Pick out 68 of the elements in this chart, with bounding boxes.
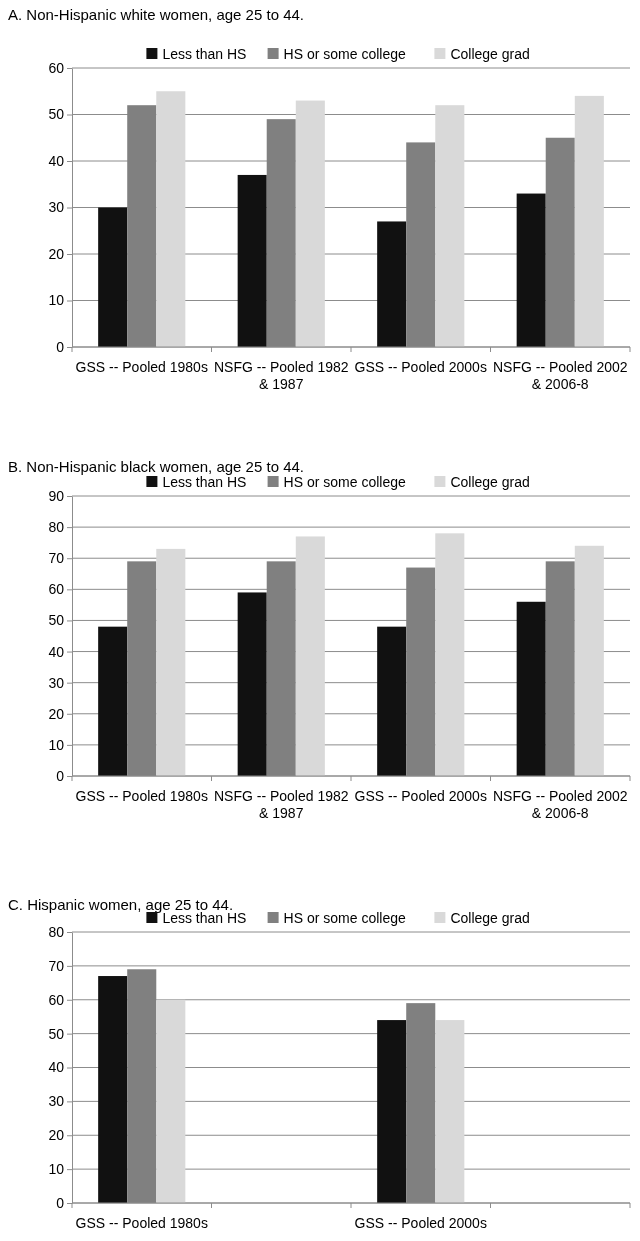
y-tick-label: 20	[48, 245, 65, 262]
x-tick-label: GSS -- Pooled 1980s	[75, 1215, 208, 1231]
y-tick-label: 20	[48, 1127, 65, 1144]
legend-label: Less than HS	[162, 46, 247, 62]
x-tick-label: NSFG -- Pooled 1982 & 1987	[213, 359, 349, 392]
bar	[377, 626, 407, 776]
legend-label: College grad	[450, 46, 530, 62]
y-tick-label: 10	[48, 1161, 65, 1178]
bar	[574, 95, 604, 347]
bar	[435, 533, 465, 776]
bar	[574, 545, 604, 776]
y-tick-label: 30	[48, 199, 65, 216]
bar	[156, 91, 186, 347]
y-tick-label: 0	[56, 767, 65, 784]
y-tick-label: 60	[48, 581, 65, 598]
bar	[237, 592, 267, 776]
y-tick-label: 80	[48, 519, 65, 536]
x-tick-label: GSS -- Pooled 2000s	[354, 1215, 487, 1231]
bar	[295, 100, 325, 347]
bar	[98, 207, 128, 347]
y-tick-label: 30	[48, 674, 65, 691]
y-tick-label: 40	[48, 1059, 65, 1076]
y-tick-label: 40	[48, 643, 65, 660]
y-tick-label: 60	[48, 59, 65, 76]
chart-title: C. Hispanic women, age 25 to 44.	[8, 896, 234, 913]
x-tick-label: GSS -- Pooled 1980s	[75, 788, 208, 804]
y-tick-label: 70	[48, 550, 65, 567]
bar	[156, 999, 186, 1203]
bar	[295, 536, 325, 776]
y-tick-label: 50	[48, 612, 65, 629]
legend-label: HS or some college	[283, 474, 406, 490]
x-tick-label: GSS -- Pooled 1980s	[75, 359, 208, 375]
bar	[377, 1020, 407, 1203]
y-tick-label: 30	[48, 1093, 65, 1110]
bar	[435, 1020, 465, 1203]
y-tick-label: 60	[48, 991, 65, 1008]
bar	[377, 221, 407, 347]
bar	[435, 105, 465, 347]
bar	[516, 193, 546, 347]
legend-label: HS or some college	[283, 910, 406, 926]
legend-label: HS or some college	[283, 46, 406, 62]
y-tick-label: 70	[48, 957, 65, 974]
x-tick-label: NSFG -- Pooled 2002 & 2006-8	[492, 359, 628, 392]
bar	[516, 601, 546, 776]
y-tick-label: 0	[56, 1194, 65, 1211]
legend-label: Less than HS	[162, 910, 247, 926]
bar	[98, 976, 128, 1203]
y-tick-label: 10	[48, 292, 65, 309]
y-tick-label: 50	[48, 1025, 65, 1042]
chart-title: B. Non-Hispanic black women, age 25 to 44.	[8, 458, 304, 475]
bar	[156, 548, 186, 776]
y-tick-label: 50	[48, 106, 65, 123]
legend-label: College grad	[450, 910, 530, 926]
y-tick-label: 90	[48, 487, 65, 504]
y-tick-label: 10	[48, 736, 65, 753]
legend-label: Less than HS	[162, 474, 247, 490]
bar	[98, 626, 128, 776]
x-tick-label: GSS -- Pooled 2000s	[354, 359, 487, 375]
y-tick-label: 40	[48, 152, 65, 169]
x-tick-label: NSFG -- Pooled 2002 & 2006-8	[492, 788, 628, 821]
y-tick-label: 0	[56, 338, 65, 355]
legend-label: College grad	[450, 474, 530, 490]
bar	[237, 174, 267, 347]
x-tick-label: GSS -- Pooled 2000s	[354, 788, 487, 804]
y-tick-label: 20	[48, 705, 65, 722]
chart-title: A. Non-Hispanic white women, age 25 to 44.	[8, 6, 304, 23]
x-tick-label: NSFG -- Pooled 1982 & 1987	[213, 788, 349, 821]
y-tick-label: 80	[48, 923, 65, 940]
